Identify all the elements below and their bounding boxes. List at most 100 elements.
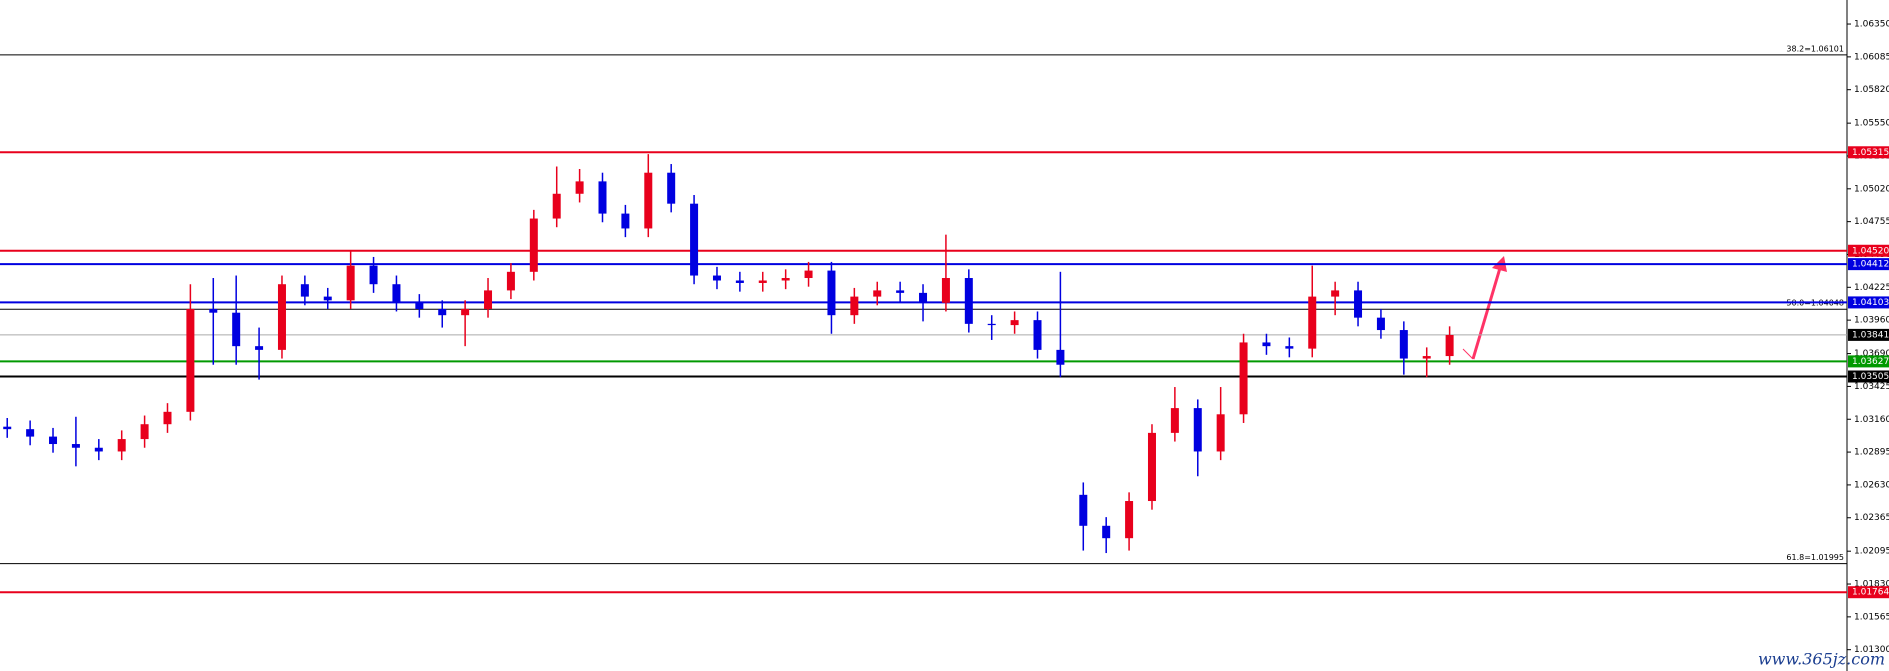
candle-body (1102, 525, 1111, 539)
candle-body (1445, 335, 1454, 357)
candle-body (117, 439, 126, 452)
candle-body (1308, 296, 1317, 349)
level-tag (1848, 146, 1889, 159)
level-tag (1848, 586, 1889, 599)
candle-body (896, 290, 905, 293)
candle-body (1170, 408, 1179, 433)
candle-body (1262, 342, 1271, 347)
candle-body (506, 271, 515, 291)
watermark: www.365jz.com (1758, 650, 1885, 669)
candle-body (71, 444, 80, 448)
candle-body (438, 308, 447, 316)
y-tick-label: 1.01300 (1854, 645, 1889, 655)
level-tag (1848, 355, 1889, 368)
candle-body (1033, 320, 1042, 350)
candle-body (690, 203, 699, 276)
candle-body (919, 292, 928, 303)
candle-body (850, 296, 859, 316)
candle-body (781, 278, 790, 281)
candle-body (186, 308, 195, 412)
level-label: 1.01764 (1852, 588, 1889, 598)
candle-body (529, 218, 538, 272)
candle-body (415, 302, 424, 309)
candle-body (392, 284, 401, 303)
candle-body (712, 275, 721, 281)
projection-arrow (1471, 267, 1502, 360)
candle-body (461, 308, 470, 316)
candle-body (1147, 432, 1156, 502)
candle-body (1216, 414, 1225, 452)
candle-body (1354, 290, 1363, 318)
y-tick-label: 1.02630 (1854, 480, 1889, 490)
candle-body (1239, 342, 1248, 415)
candle-body (26, 429, 35, 437)
candle-body (140, 424, 149, 440)
candle-body (644, 172, 653, 229)
candle-body (300, 284, 309, 297)
fib-label: 38.2=1.06101 (1786, 44, 1844, 53)
level-label: 1.03627 (1852, 357, 1889, 367)
y-tick-label: 1.06350 (1854, 20, 1889, 30)
y-tick-label: 1.03425 (1854, 382, 1889, 392)
candle-body (575, 181, 584, 194)
candle-body (1422, 356, 1431, 359)
y-tick-label: 1.01830 (1854, 580, 1889, 590)
candle-body (667, 172, 676, 204)
y-tick-label: 1.04225 (1854, 283, 1889, 293)
candle-body (1376, 317, 1385, 331)
level-tag (1848, 328, 1889, 341)
candle-body (964, 278, 973, 324)
candle-body (1399, 330, 1408, 359)
candle-body (1079, 494, 1088, 526)
fib-label: 61.8=1.01995 (1786, 553, 1844, 562)
level-label: 1.05315 (1852, 148, 1889, 158)
candle-body (1331, 290, 1340, 297)
y-tick-label: 1.04755 (1854, 217, 1889, 227)
candle-body (1193, 408, 1202, 452)
candle-body (232, 312, 241, 347)
y-tick-label: 1.06085 (1854, 52, 1889, 62)
level-label: 1.03841 (1852, 330, 1889, 340)
plot: 1.063501.060851.058201.055501.052851.050… (0, 20, 1889, 655)
level-label: 1.04103 (1852, 298, 1889, 308)
y-tick-label: 1.03160 (1854, 415, 1889, 425)
level-label: 1.03505 (1852, 372, 1889, 382)
candle-body (1125, 501, 1134, 539)
level-label: 1.04412 (1852, 260, 1889, 270)
candle-body (369, 265, 378, 285)
level-label: 1.04520 (1852, 246, 1889, 256)
candle-body (323, 296, 332, 301)
candle-body (346, 265, 355, 301)
candle-body (209, 308, 218, 313)
y-tick-label: 1.03690 (1854, 349, 1889, 359)
candle-body (873, 290, 882, 297)
y-tick-label: 1.02095 (1854, 547, 1889, 557)
level-tag (1848, 296, 1889, 309)
candle-body (255, 346, 264, 350)
projection-line (1462, 348, 1474, 360)
candle-body (758, 280, 767, 283)
level-tag (1848, 370, 1889, 383)
candle-body (163, 411, 172, 425)
candle-body (484, 290, 493, 309)
y-tick-label: 1.02365 (1854, 513, 1889, 523)
candle-body (277, 284, 286, 350)
candle-body (1010, 320, 1019, 326)
candle-body (941, 278, 950, 303)
candle-body (621, 213, 630, 229)
candle-body (598, 181, 607, 214)
level-tag (1848, 244, 1889, 257)
candle-body (1285, 346, 1294, 349)
candle-body (3, 426, 12, 430)
y-tick-label: 1.05020 (1854, 184, 1889, 194)
y-tick-label: 1.02895 (1854, 448, 1889, 458)
candle-body (735, 280, 744, 283)
y-tick-label: 1.05820 (1854, 85, 1889, 95)
candle-body (94, 447, 103, 452)
level-tag (1848, 258, 1889, 271)
candle-body (827, 270, 836, 316)
candle-body (987, 323, 996, 326)
candle-body (49, 436, 58, 445)
